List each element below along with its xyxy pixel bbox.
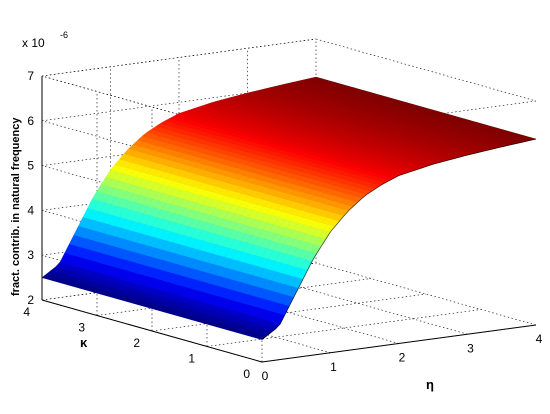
mesh-line — [328, 80, 336, 83]
mesh-line — [380, 95, 388, 98]
mesh-line — [361, 89, 368, 92]
mesh-line — [348, 85, 355, 89]
mesh-line — [341, 84, 349, 87]
surface — [41, 76, 537, 340]
top-box-line — [41, 38, 317, 77]
mesh-line — [315, 76, 323, 80]
mesh-line — [335, 82, 342, 85]
mesh-line — [374, 93, 381, 96]
y-axis-line — [41, 299, 263, 363]
mesh-line — [322, 78, 330, 81]
x-axis-line — [261, 324, 537, 363]
mesh-line — [393, 98, 401, 102]
mesh-line — [354, 87, 362, 91]
mesh-line — [387, 96, 394, 100]
mesh-line — [367, 91, 375, 94]
